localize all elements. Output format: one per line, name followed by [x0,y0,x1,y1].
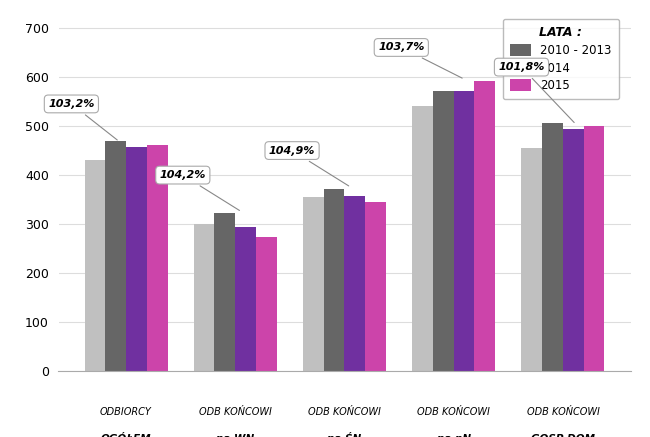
Bar [365,202,386,371]
Text: na WN: na WN [216,434,254,437]
Text: 104,2%: 104,2% [160,170,239,211]
Bar [194,224,214,371]
Text: ODB KOŃCOWI: ODB KOŃCOWI [417,407,490,417]
Bar [214,213,235,371]
Text: 103,7%: 103,7% [378,42,462,78]
Text: na ŚN: na ŚN [328,434,361,437]
Bar [126,147,147,371]
Text: ODB KOŃCOWI: ODB KOŃCOWI [308,407,381,417]
Text: ODB KOŃCOWI: ODB KOŃCOWI [526,407,599,417]
Bar [256,237,277,371]
Bar [303,197,324,371]
Text: 104,9%: 104,9% [269,146,348,186]
Text: 101,8%: 101,8% [499,62,574,122]
Bar [474,81,495,371]
Bar [521,148,542,371]
Bar [563,129,584,371]
Bar [147,145,168,371]
Text: OGÓŁEM: OGÓŁEM [101,434,151,437]
Bar [84,160,105,371]
Text: ODBIORCY: ODBIORCY [100,407,152,417]
Text: na nN: na nN [437,434,471,437]
Bar [454,90,474,371]
Bar [324,189,344,371]
Legend: 2010 - 2013, 2014, 2015: 2010 - 2013, 2014, 2015 [502,19,619,100]
Bar [105,141,126,371]
Bar [235,227,256,371]
Bar [412,106,433,371]
Text: ODB KOŃCOWI: ODB KOŃCOWI [199,407,272,417]
Bar [584,126,605,371]
Bar [344,196,365,371]
Text: 103,2%: 103,2% [48,99,117,140]
Bar [542,122,563,371]
Bar [433,90,454,371]
Text: GOSP DOM: GOSP DOM [531,434,595,437]
